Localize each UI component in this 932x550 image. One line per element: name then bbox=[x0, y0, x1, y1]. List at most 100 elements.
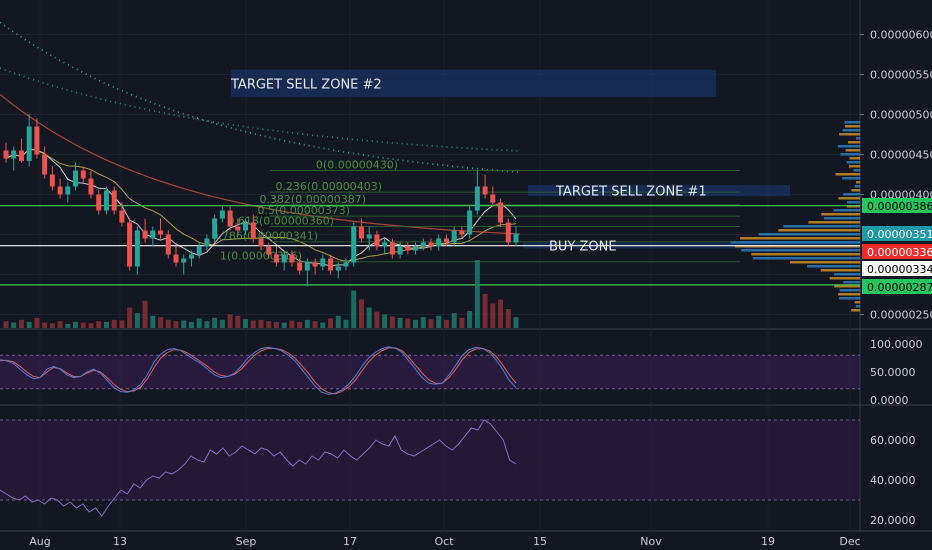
candle-body bbox=[89, 179, 94, 195]
volume-profile-bar bbox=[851, 309, 860, 312]
volume-bar bbox=[475, 260, 480, 328]
volume-profile-bar bbox=[856, 137, 860, 140]
candle-body bbox=[19, 151, 24, 161]
volume-profile-bar bbox=[847, 201, 860, 204]
candle-body bbox=[204, 239, 209, 247]
volume-bar bbox=[344, 320, 349, 328]
candle-body bbox=[11, 151, 16, 159]
stoch-tick-label: 100.0000 bbox=[870, 338, 923, 351]
candle-body bbox=[104, 191, 109, 211]
rsi-tick-label: 40.0000 bbox=[870, 474, 916, 487]
x-tick-label: Nov bbox=[640, 535, 662, 548]
volume-bar bbox=[11, 323, 16, 328]
volume-bar bbox=[266, 321, 271, 328]
volume-profile-bar bbox=[759, 233, 860, 236]
price-tag-label: 0.00000334 bbox=[867, 263, 932, 276]
volume-profile-bar bbox=[849, 165, 860, 168]
stoch-tick-label: 50.0000 bbox=[870, 366, 916, 379]
candle-body bbox=[305, 263, 310, 271]
candle-body bbox=[212, 219, 217, 239]
volume-profile-bar bbox=[855, 185, 860, 188]
candle-body bbox=[50, 175, 55, 187]
volume-profile-bar bbox=[741, 249, 860, 252]
volume-bar bbox=[212, 318, 217, 328]
volume-bar bbox=[490, 304, 495, 328]
candle-body bbox=[189, 255, 194, 259]
y-tick-label: 0.00000550 bbox=[870, 69, 932, 82]
volume-profile-bar bbox=[846, 149, 860, 152]
candle-body bbox=[289, 255, 294, 263]
candle-body bbox=[390, 243, 395, 255]
candle-body bbox=[228, 211, 233, 227]
candle-body bbox=[197, 247, 202, 255]
volume-bar bbox=[42, 323, 47, 328]
volume-profile-bar bbox=[854, 169, 860, 172]
volume-profile-bar bbox=[856, 181, 860, 184]
candle-body bbox=[27, 127, 32, 161]
volume-bar bbox=[429, 319, 434, 328]
rsi-band bbox=[0, 420, 860, 500]
volume-profile-bar bbox=[843, 281, 860, 284]
volume-profile-bar bbox=[821, 269, 860, 272]
volume-bar bbox=[498, 299, 503, 328]
candle-body bbox=[398, 247, 403, 255]
volume-bar bbox=[158, 317, 163, 328]
candle-body bbox=[320, 259, 325, 267]
candle-body bbox=[220, 211, 225, 219]
candle-body bbox=[119, 211, 124, 223]
y-tick-label: 0.00000600 bbox=[870, 29, 932, 42]
x-tick-label: 15 bbox=[533, 535, 547, 548]
volume-bar bbox=[390, 316, 395, 328]
candle-body bbox=[413, 247, 418, 251]
candle-body bbox=[282, 255, 287, 263]
volume-bar bbox=[73, 322, 78, 328]
candle-body bbox=[429, 243, 434, 247]
volume-bar bbox=[174, 321, 179, 328]
volume-bar bbox=[367, 308, 372, 328]
volume-bar bbox=[459, 318, 464, 328]
candle-body bbox=[251, 223, 256, 239]
candle-body bbox=[73, 171, 78, 187]
candle-body bbox=[506, 223, 511, 243]
volume-bar bbox=[166, 320, 171, 328]
candle-body bbox=[336, 267, 341, 271]
volume-bar bbox=[119, 321, 124, 328]
volume-profile-bar bbox=[808, 221, 860, 224]
volume-bar bbox=[413, 320, 418, 328]
candle-body bbox=[490, 195, 495, 203]
volume-profile-bar bbox=[845, 125, 860, 128]
volume-profile-bar bbox=[751, 253, 860, 256]
candle-body bbox=[34, 127, 39, 155]
volume-profile-bar bbox=[731, 241, 860, 244]
candle-body bbox=[81, 171, 86, 179]
volume-bar bbox=[274, 322, 279, 328]
volume-profile-bar bbox=[753, 257, 860, 260]
candle-body bbox=[498, 203, 503, 223]
volume-bar bbox=[452, 313, 457, 328]
volume-bar bbox=[27, 322, 32, 328]
x-tick-label: 19 bbox=[761, 535, 775, 548]
zone-label: TARGET SELL ZONE #2 bbox=[230, 77, 382, 92]
volume-bar bbox=[189, 322, 194, 328]
volume-bar bbox=[359, 299, 364, 328]
volume-bar bbox=[81, 323, 86, 328]
candle-body bbox=[514, 234, 519, 243]
candle-body bbox=[328, 259, 333, 271]
volume-profile-bar bbox=[838, 293, 860, 296]
volume-bar bbox=[243, 319, 248, 328]
price-tag-label: 0.00000336 bbox=[867, 246, 932, 259]
y-tick-label: 0.00000500 bbox=[870, 109, 932, 122]
y-tick-label: 0.00000250 bbox=[870, 309, 932, 322]
rsi-tick-label: 20.0000 bbox=[870, 514, 916, 527]
volume-profile-bar bbox=[840, 289, 860, 292]
volume-bar bbox=[259, 320, 264, 328]
volume-bar bbox=[143, 301, 148, 328]
volume-profile-bar bbox=[835, 173, 860, 176]
candle-body bbox=[266, 247, 271, 255]
candle-body bbox=[367, 235, 372, 239]
volume-bar bbox=[297, 322, 302, 328]
volume-profile-bar bbox=[807, 265, 860, 268]
candle-body bbox=[158, 231, 163, 235]
